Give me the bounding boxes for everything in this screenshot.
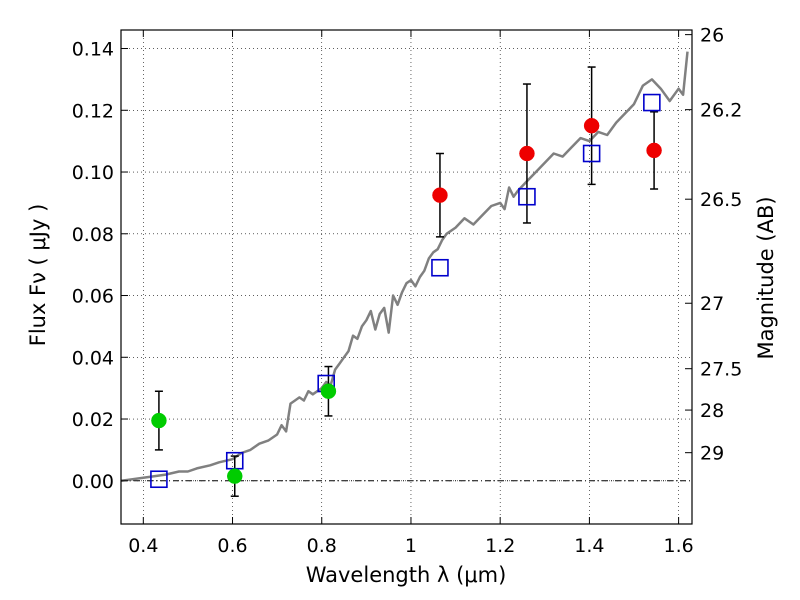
y2-tick-label: 26.2 [700,100,742,122]
model-photometry-marker [518,187,536,206]
y2-tick-label: 29 [700,443,724,465]
plot-frame [120,29,693,525]
detection-marker [227,468,243,484]
y2-axis-title: Magnitude (AB) [754,196,778,359]
tick-labels: 0.4 0.6 0.8 1 1.2 1.4 1.6 0.00 0.02 0.04 0.06 0.08 0… [72,25,743,557]
y-tick-label: 0.14 [72,39,114,61]
x-axis-title: Wavelength λ (μm) [306,563,507,587]
x-tick-label: 1.6 [664,535,694,557]
y-tick-label: 0.02 [72,409,114,431]
model-photometry-marker [431,258,449,277]
detection-marker [151,412,167,429]
model-photometry-marker [150,470,168,489]
y-tick-label: 0.10 [72,162,114,184]
model-photometry-marker [582,144,601,163]
detection-marker [432,187,448,203]
detection-marker [320,383,337,399]
y-tick-label: 0.08 [72,224,114,246]
x-tick-label: 0.8 [307,535,337,557]
x-tick-label: 1 [405,535,417,557]
y-tick-label: 0.06 [72,286,114,308]
y2-tick-label: 27.5 [700,359,742,381]
x-tick-label: 0.4 [128,535,158,557]
x-tick-label: 1.4 [574,535,604,557]
y2-tick-label: 27 [700,293,724,315]
x-tick-label: 0.6 [217,535,247,557]
detection-marker [519,145,535,162]
plot-area [120,51,689,497]
x-tick-label: 1.2 [485,535,515,557]
y-tick-label: 0.04 [72,347,114,369]
detection-marker [583,117,600,134]
y2-tick-label: 26 [700,25,724,47]
y-axis-title: Flux Fν ( μJy ) [26,204,50,347]
y-tick-label: 0.00 [72,471,114,493]
model-spectrum-line [120,51,689,483]
y2-tick-label: 28 [700,400,724,422]
detection-marker [646,142,662,159]
model-photometry-marker [643,93,661,112]
y2-tick-label: 26.5 [700,189,742,211]
axis-ticks [121,30,692,524]
y-tick-label: 0.12 [72,100,114,122]
